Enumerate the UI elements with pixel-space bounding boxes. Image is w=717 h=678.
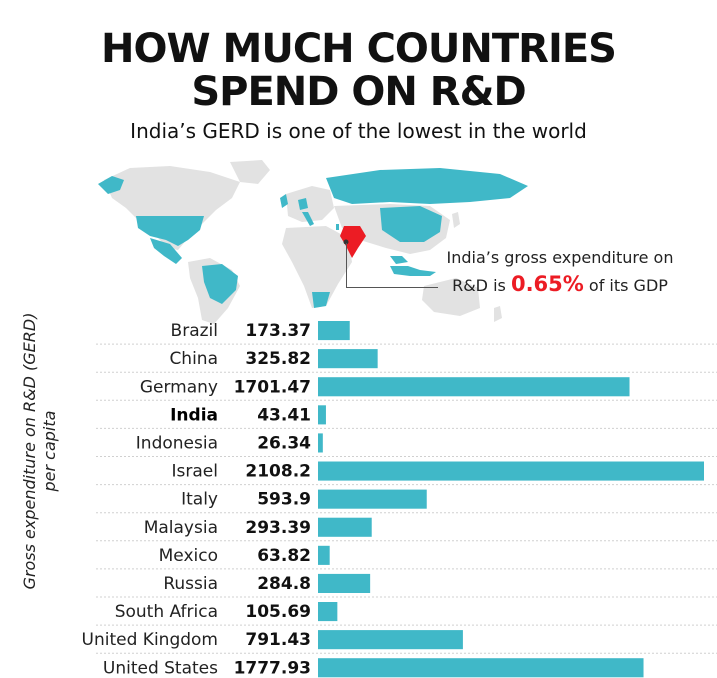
map-new-zealand <box>494 306 502 322</box>
bar-brazil <box>318 321 350 341</box>
callout-before: R&D is <box>452 276 506 295</box>
map-alaska <box>98 176 124 194</box>
value-label-indonesia: 26.34 <box>257 433 311 453</box>
map-north-america <box>104 166 240 250</box>
category-label-india: India <box>170 405 218 425</box>
callout-line-1: India’s gross expenditure on <box>446 248 674 267</box>
map-usa <box>136 216 204 246</box>
category-label-indonesia: Indonesia <box>136 433 218 453</box>
category-label-south-africa: South Africa <box>115 602 218 622</box>
category-label-russia: Russia <box>163 574 218 594</box>
bar-germany <box>318 377 630 397</box>
value-label-malaysia: 293.39 <box>245 518 311 538</box>
value-label-brazil: 173.37 <box>245 321 311 341</box>
category-label-italy: Italy <box>181 490 218 510</box>
map-brazil <box>202 264 238 304</box>
value-label-israel: 2108.2 <box>245 462 311 482</box>
callout-percentage: 0.65% <box>510 272 584 296</box>
value-label-india: 43.41 <box>257 405 311 425</box>
title-line-1: HOW MUCH COUNTRIES <box>101 26 617 72</box>
map-russia <box>326 168 528 204</box>
bar-south-africa <box>318 602 338 622</box>
category-label-united-states: United States <box>103 658 218 678</box>
category-label-china: China <box>169 349 218 369</box>
world-map <box>98 160 528 324</box>
value-label-mexico: 63.82 <box>257 546 311 566</box>
category-label-brazil: Brazil <box>171 321 218 341</box>
map-uk <box>280 194 288 208</box>
category-label-mexico: Mexico <box>159 546 218 566</box>
value-label-germany: 1701.47 <box>234 377 311 397</box>
callout-after: of its GDP <box>588 276 668 295</box>
category-label-israel: Israel <box>172 462 218 482</box>
bar-china <box>318 349 378 369</box>
map-israel <box>336 224 339 230</box>
bar-united-kingdom <box>318 630 463 650</box>
chart-title: HOW MUCH COUNTRIES SPEND ON R&D <box>0 28 717 114</box>
value-label-united-states: 1777.93 <box>234 658 311 678</box>
value-label-united-kingdom: 791.43 <box>245 630 311 650</box>
india-marker <box>343 239 349 245</box>
callout-line-vertical <box>346 243 347 287</box>
bar-italy <box>318 489 427 509</box>
map-japan <box>452 212 460 228</box>
map-india <box>340 226 366 258</box>
callout-line-2: R&D is 0.65% of its GDP <box>420 271 700 299</box>
bar-mexico <box>318 545 330 565</box>
bar-israel <box>318 461 704 481</box>
value-label-italy: 593.9 <box>257 490 311 510</box>
map-china <box>380 206 442 242</box>
map-germany <box>298 198 308 210</box>
title-line-2: SPEND ON R&D <box>191 69 526 115</box>
map-italy <box>302 212 314 226</box>
bar-russia <box>318 573 371 593</box>
value-label-russia: 284.8 <box>257 574 311 594</box>
category-label-malaysia: Malaysia <box>144 518 218 538</box>
map-mexico <box>150 238 182 264</box>
chart-subtitle: India’s GERD is one of the lowest in the… <box>130 119 587 143</box>
map-greenland <box>230 160 270 184</box>
map-malaysia <box>390 256 408 264</box>
map-indonesia <box>390 266 436 276</box>
bar-indonesia <box>318 433 323 453</box>
value-label-south-africa: 105.69 <box>245 602 311 622</box>
india-callout: India’s gross expenditure on R&D is 0.65… <box>420 244 700 299</box>
bar-malaysia <box>318 517 372 537</box>
bar-united-states <box>318 658 644 678</box>
map-africa <box>282 226 352 308</box>
callout-line-horizontal <box>346 287 438 288</box>
map-south-africa <box>312 292 330 308</box>
category-label-germany: Germany <box>140 377 218 397</box>
value-label-china: 325.82 <box>245 349 311 369</box>
bar-india <box>318 405 326 425</box>
map-europe <box>286 186 334 222</box>
category-label-united-kingdom: United Kingdom <box>82 630 218 650</box>
